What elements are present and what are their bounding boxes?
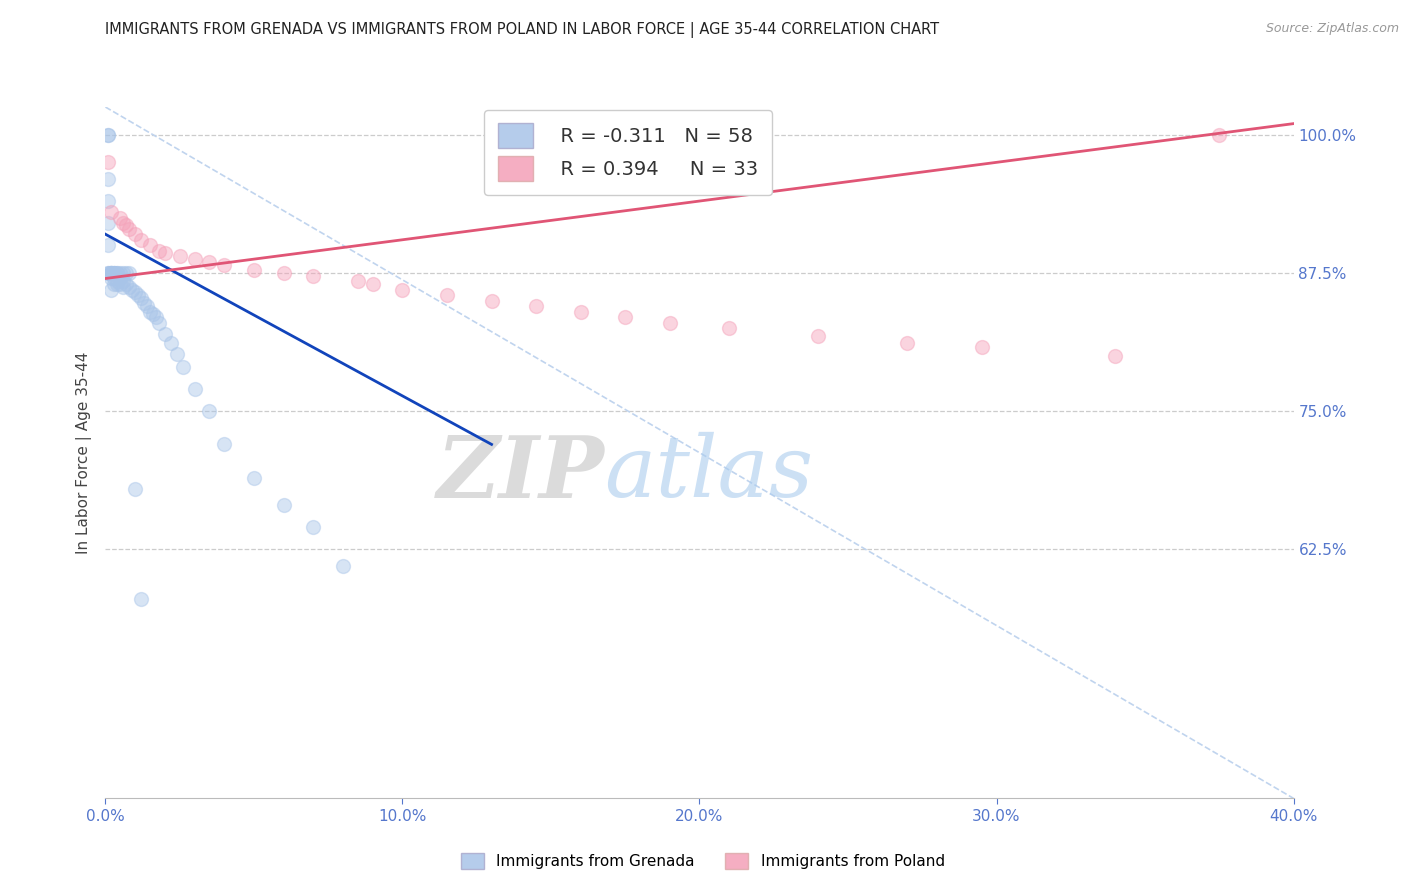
Point: [115, 277, 138, 291]
Point: [112, 216, 135, 230]
Point: [118, 221, 141, 235]
Point: [100, 266, 122, 280]
Point: [105, 266, 128, 280]
Point: [103, 266, 125, 280]
Point: [142, 307, 165, 321]
Point: [1208, 128, 1230, 142]
Point: [166, 347, 188, 361]
Point: [124, 285, 146, 299]
Point: [273, 498, 295, 512]
Point: [129, 233, 152, 247]
Point: [129, 592, 152, 607]
Point: [153, 246, 176, 260]
Point: [436, 288, 458, 302]
Point: [103, 277, 125, 291]
Point: [124, 227, 146, 242]
Y-axis label: In Labor Force | Age 35-44: In Labor Force | Age 35-44: [76, 351, 91, 554]
Point: [148, 316, 170, 330]
Point: [97, 172, 120, 186]
Point: [112, 280, 135, 294]
Point: [970, 340, 993, 354]
Point: [139, 238, 162, 252]
Point: [97, 238, 120, 252]
Point: [100, 266, 122, 280]
Legend:   R = -0.311   N = 58,   R = 0.394     N = 33: R = -0.311 N = 58, R = 0.394 N = 33: [484, 110, 772, 194]
Point: [214, 437, 236, 451]
Point: [127, 288, 149, 302]
Point: [139, 304, 162, 318]
Point: [172, 359, 194, 374]
Text: IMMIGRANTS FROM GRENADA VS IMMIGRANTS FROM POLAND IN LABOR FORCE | AGE 35-44 COR: IMMIGRANTS FROM GRENADA VS IMMIGRANTS FR…: [105, 22, 939, 38]
Point: [302, 269, 325, 284]
Point: [112, 266, 135, 280]
Point: [273, 266, 295, 280]
Point: [214, 258, 236, 272]
Point: [183, 382, 205, 396]
Point: [524, 299, 547, 313]
Point: [100, 205, 122, 219]
Point: [159, 335, 181, 350]
Point: [481, 293, 503, 308]
Point: [148, 244, 170, 258]
Point: [97, 155, 120, 169]
Point: [302, 520, 325, 534]
Point: [243, 470, 266, 484]
Text: Source: ZipAtlas.com: Source: ZipAtlas.com: [1265, 22, 1399, 36]
Point: [1104, 349, 1126, 363]
Point: [145, 310, 167, 325]
Point: [100, 266, 122, 280]
Point: [183, 252, 205, 266]
Point: [105, 266, 128, 280]
Point: [97, 266, 120, 280]
Point: [110, 277, 132, 291]
Point: [100, 266, 122, 280]
Text: atlas: atlas: [605, 432, 814, 515]
Point: [110, 266, 132, 280]
Point: [132, 295, 155, 310]
Point: [103, 271, 125, 285]
Point: [658, 316, 681, 330]
Point: [129, 292, 152, 306]
Point: [614, 310, 637, 325]
Point: [243, 262, 266, 277]
Point: [896, 335, 918, 350]
Point: [105, 277, 128, 291]
Point: [97, 128, 120, 142]
Point: [569, 304, 592, 318]
Legend: Immigrants from Grenada, Immigrants from Poland: Immigrants from Grenada, Immigrants from…: [456, 847, 950, 875]
Point: [97, 216, 120, 230]
Point: [97, 128, 120, 142]
Point: [110, 211, 132, 225]
Point: [118, 266, 141, 280]
Text: ZIP: ZIP: [437, 432, 605, 516]
Point: [97, 266, 120, 280]
Point: [105, 274, 128, 288]
Point: [118, 280, 141, 294]
Point: [391, 283, 413, 297]
Point: [198, 255, 221, 269]
Point: [100, 271, 122, 285]
Point: [332, 559, 354, 574]
Point: [112, 274, 135, 288]
Point: [347, 274, 370, 288]
Point: [103, 266, 125, 280]
Point: [198, 404, 221, 418]
Point: [153, 326, 176, 341]
Point: [718, 321, 741, 335]
Point: [97, 194, 120, 208]
Point: [136, 299, 159, 313]
Point: [115, 219, 138, 233]
Point: [361, 277, 384, 291]
Point: [100, 266, 122, 280]
Point: [110, 271, 132, 285]
Point: [115, 266, 138, 280]
Point: [169, 249, 191, 263]
Point: [124, 482, 146, 496]
Point: [103, 266, 125, 280]
Point: [807, 329, 830, 343]
Point: [121, 283, 143, 297]
Point: [100, 283, 122, 297]
